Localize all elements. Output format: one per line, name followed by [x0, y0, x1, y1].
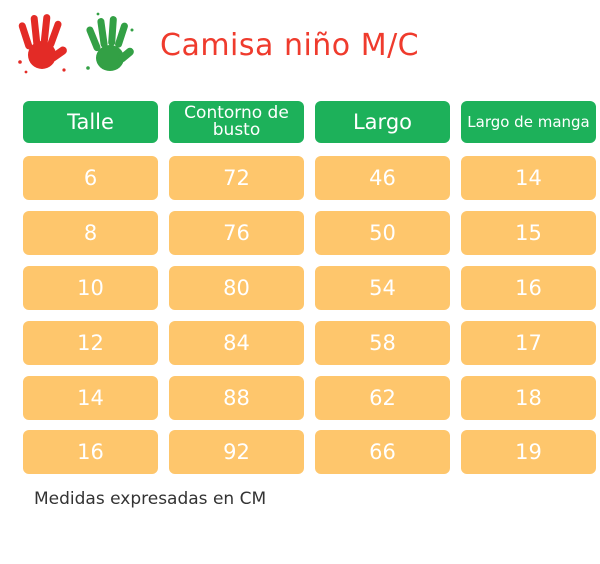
cell-contorno: 72	[169, 156, 304, 200]
cell-largo-manga: 19	[461, 430, 596, 474]
measurement-note: Medidas expresadas en CM	[34, 489, 267, 509]
cell-talle: 10	[23, 266, 158, 310]
header-contorno-de-busto: Contorno de busto	[169, 101, 304, 143]
cell-contorno: 80	[169, 266, 304, 310]
cell-largo: 50	[315, 211, 450, 255]
cell-largo: 46	[315, 156, 450, 200]
header-largo-de-manga: Largo de manga	[461, 101, 596, 143]
cell-talle: 16	[23, 430, 158, 474]
cell-largo-manga: 16	[461, 266, 596, 310]
cell-largo: 62	[315, 376, 450, 420]
green-hand-print-icon	[86, 12, 134, 71]
cell-largo-manga: 18	[461, 376, 596, 420]
cell-largo: 54	[315, 266, 450, 310]
cell-talle: 6	[23, 156, 158, 200]
cell-contorno: 76	[169, 211, 304, 255]
header-largo: Largo	[315, 101, 450, 143]
cell-contorno: 92	[169, 430, 304, 474]
cell-contorno: 88	[169, 376, 304, 420]
cell-largo: 66	[315, 430, 450, 474]
cell-largo-manga: 14	[461, 156, 596, 200]
cell-talle: 12	[23, 321, 158, 365]
cell-talle: 14	[23, 376, 158, 420]
cell-largo: 58	[315, 321, 450, 365]
cell-contorno: 84	[169, 321, 304, 365]
cell-largo-manga: 17	[461, 321, 596, 365]
header-talle: Talle	[23, 101, 158, 143]
page-title: Camisa niño M/C	[160, 28, 420, 63]
hand-prints-logo	[12, 10, 140, 78]
cell-largo-manga: 15	[461, 211, 596, 255]
cell-talle: 8	[23, 211, 158, 255]
red-hand-print-icon	[18, 14, 67, 74]
